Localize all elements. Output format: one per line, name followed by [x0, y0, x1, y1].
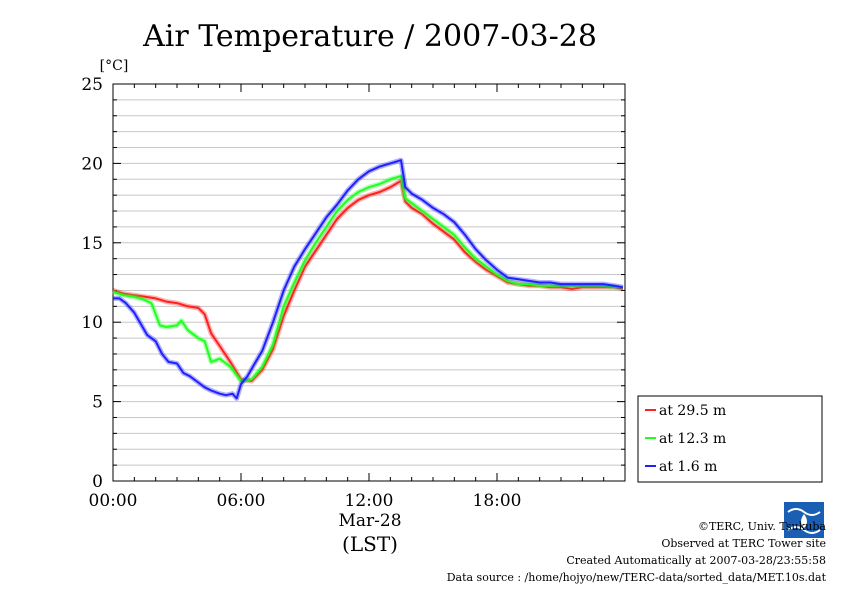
y-axis-unit-label: [°C] — [100, 58, 129, 74]
x-tick-label: 06:00 — [217, 491, 266, 511]
legend-label-0: at 29.5 m — [659, 403, 726, 419]
x-axis-timezone-label: (LST) — [342, 532, 398, 556]
y-tick-label: 15 — [81, 234, 103, 254]
x-tick-label: 12:00 — [345, 491, 394, 511]
legend-box — [637, 395, 823, 483]
y-tick-label: 0 — [92, 472, 103, 492]
y-axis-tick-labels: 0 5 10 15 20 25 — [81, 75, 103, 492]
series-halo-1 — [112, 173, 623, 384]
legend-label-2: at 1.6 m — [659, 459, 717, 475]
terc-logo-icon — [784, 502, 824, 538]
chart-title: Air Temperature / 2007-03-28 — [142, 19, 597, 54]
x-axis-date-label: Mar-28 — [338, 511, 401, 531]
created-text: Created Automatically at 2007-03-28/23:5… — [566, 554, 826, 567]
x-tick-label: 18:00 — [473, 491, 522, 511]
observed-text: Observed at TERC Tower site — [661, 537, 826, 550]
legend-label-1: at 12.3 m — [659, 431, 726, 447]
x-tick-label: 00:00 — [89, 491, 138, 511]
copyright-text: ©TERC, Univ. Tsukuba — [697, 520, 826, 533]
series-line-2 — [113, 159, 624, 400]
legend: at 29.5 m at 12.3 m at 1.6 m — [637, 395, 823, 483]
axis-ticks — [112, 83, 626, 482]
y-tick-label: 10 — [81, 313, 103, 333]
y-tick-label: 25 — [81, 75, 103, 95]
source-text: Data source : /home/hojyo/new/TERC-data/… — [446, 571, 826, 584]
series-line-1 — [112, 175, 623, 382]
y-tick-label: 20 — [81, 154, 103, 174]
y-tick-label: 5 — [92, 393, 103, 413]
x-axis-tick-labels: 00:00 06:00 12:00 18:00 — [89, 491, 522, 511]
series-lines — [112, 157, 624, 401]
